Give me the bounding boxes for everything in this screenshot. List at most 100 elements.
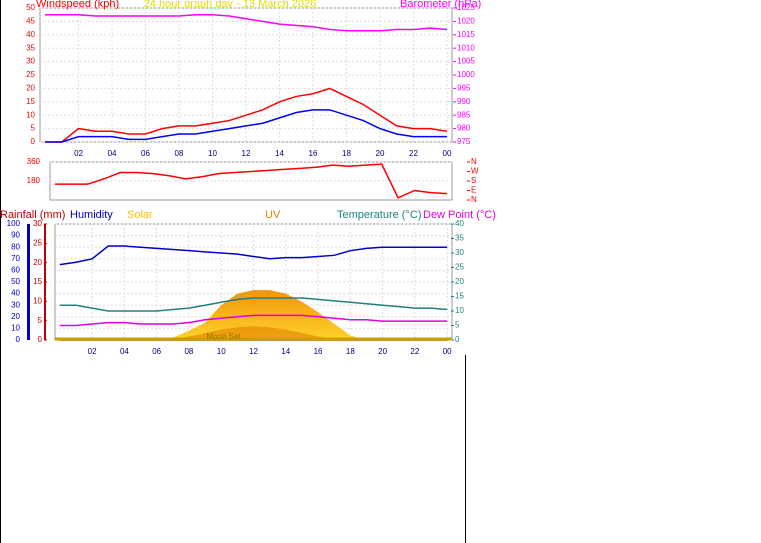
y2-tick-label: 985 [457,110,471,119]
y-tick-label: 50 [11,277,20,286]
x-tick-label: 22 [409,149,418,158]
series-line [45,87,448,143]
series-line [45,13,448,32]
series-line [54,163,448,199]
x-tick-label: 16 [309,149,318,158]
y3-tick-label: 15 [33,277,42,286]
y2-tick-label: 20 [455,277,464,286]
y-tick-label: 35 [26,43,35,52]
y2-tick-label: 15 [455,292,464,301]
y-tick-label: 20 [11,312,20,321]
x-tick-label: 18 [346,347,355,356]
y-tick-label: 10 [11,324,20,333]
x-tick-label: 04 [120,347,129,356]
x-tick-label: 02 [88,347,97,356]
y-tick-label: 0 [31,137,36,146]
y-tick-label: 40 [11,289,20,298]
y3-tick-label: 5 [38,316,43,325]
x-tick-label: 02 [74,149,83,158]
x-tick-label: 10 [217,347,226,356]
x-tick-label: 00 [443,347,452,356]
y2-tick-label: 1015 [457,30,475,39]
y-tick-label: 50 [26,3,35,12]
y-tick-label: 30 [26,57,35,66]
legend-label: UV [265,209,281,221]
y-tick-label: 10 [26,110,35,119]
series-line [45,109,447,143]
y-tick-label: 45 [26,17,35,26]
y3-tick-label: 10 [33,296,42,305]
legend-label: Temperature (°C) [337,209,421,221]
x-tick-label: 10 [208,149,217,158]
series-line [59,297,448,312]
y2-axis-label: Barometer (hPa) [400,0,481,10]
x-tick-label: 22 [410,347,419,356]
x-tick-label: 06 [141,149,150,158]
y-tick-label: 60 [11,266,20,275]
y-tick-label: 70 [11,254,20,263]
y2-tick-label: 990 [457,97,471,106]
x-tick-label: 18 [342,149,351,158]
y3-tick-label: 30 [33,219,42,228]
legend-label: Solar [127,209,153,221]
annotation: Moon Set [206,332,241,341]
title: 24 hour graph day - 13 March 2026 [144,0,316,10]
y-tick-label: 20 [26,84,35,93]
legend-label: Rainfall (mm) [0,209,65,221]
y3-tick-label: 20 [33,258,42,267]
y-axis-label: Windspeed (kph) [36,0,119,10]
y-tick-label: 180 [27,176,41,185]
x-tick-label: 08 [175,149,184,158]
series-line [59,245,448,266]
y-tick-label: 40 [26,30,35,39]
x-tick-label: 06 [152,347,161,356]
y2-tick-label: S [471,176,476,185]
y2-tick-label: 5 [455,321,460,330]
y2-tick-label: 1010 [457,43,475,52]
y2-tick-label: 995 [457,84,471,93]
y2-tick-label: 1005 [457,57,475,66]
y2-tick-label: 35 [455,234,464,243]
y2-tick-label: 40 [455,219,464,228]
legend-label: Humidity [70,209,113,221]
y2-tick-label: 10 [455,306,464,315]
y-tick-label: 0 [16,335,21,344]
y-tick-label: 25 [26,70,35,79]
x-tick-label: 16 [314,347,323,356]
area [59,326,448,340]
y2-tick-label: 980 [457,124,471,133]
legend-label: Dew Point (°C) [423,209,496,221]
y2-tick-label: 1025 [457,3,475,12]
y-tick-label: 90 [11,231,20,240]
y2-tick-label: N [471,195,477,204]
y2-tick-label: W [471,167,479,176]
x-tick-label: 20 [376,149,385,158]
y-tick-label: 360 [27,157,41,166]
y2-tick-label: E [471,186,476,195]
y2-tick-label: N [471,157,477,166]
y-tick-label: 30 [11,300,20,309]
x-tick-label: 08 [184,347,193,356]
y-tick-label: 100 [7,219,21,228]
series-line [59,314,448,327]
x-tick-label: 04 [108,149,117,158]
y2-tick-label: 1000 [457,70,475,79]
x-tick-label: 00 [443,149,452,158]
y-tick-label: 15 [26,97,35,106]
x-tick-label: 14 [281,347,290,356]
axis-bar [27,224,30,340]
x-tick-label: 12 [242,149,251,158]
y-tick-label: 5 [31,124,36,133]
x-tick-label: 12 [249,347,258,356]
x-tick-label: 20 [378,347,387,356]
y2-tick-label: 1020 [457,17,475,26]
y2-tick-label: 975 [457,137,471,146]
y2-tick-label: 0 [455,335,460,344]
y3-tick-label: 25 [33,238,42,247]
y-tick-label: 80 [11,242,20,251]
y2-tick-label: 30 [455,248,464,257]
x-tick-label: 14 [275,149,284,158]
y3-tick-label: 0 [38,335,43,344]
y2-tick-label: 25 [455,263,464,272]
